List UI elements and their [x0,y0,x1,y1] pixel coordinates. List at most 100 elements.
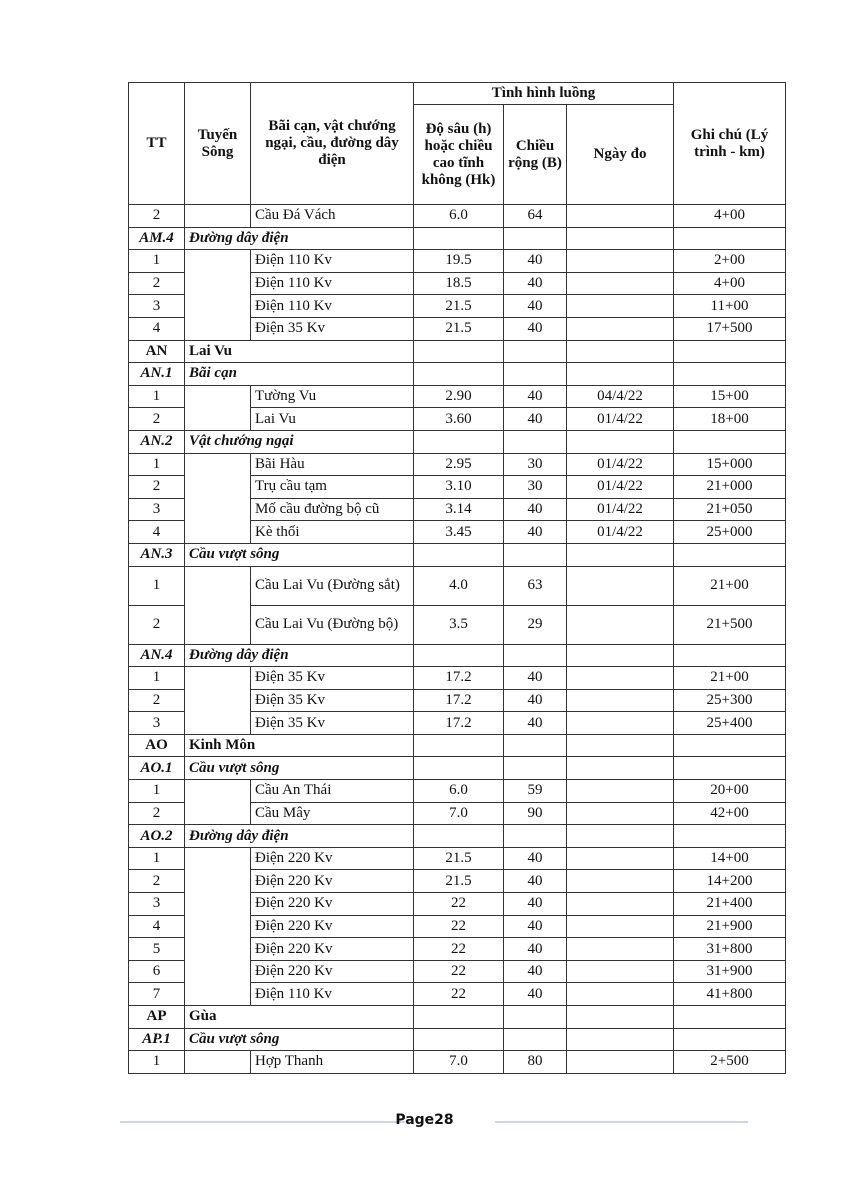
row-width: 40 [503,914,567,939]
table-row: 7 Điện 110 Kv 22 40 41+800 [128,982,786,1006]
empty-width [503,362,567,386]
row-depth: 2.90 [413,384,504,409]
row-km: 21+00 [673,666,786,690]
row-width: 40 [503,711,567,735]
row-tt: 2 [128,407,185,431]
channel-status-table: TT Tuyến Sông Bãi cạn, vật chướng ngại, … [128,82,786,1074]
row-date [566,294,674,318]
section-row: AN.2 Vật chướng ngại [128,429,786,454]
section-code: AO [128,733,185,758]
empty-width [503,429,567,454]
table-row: 2 Lai Vu 3.60 40 01/4/22 18+00 [128,407,786,431]
row-date: 01/4/22 [566,497,674,522]
row-km: 2+500 [673,1050,786,1074]
row-tuyen-song [184,779,251,826]
empty-note [673,1005,786,1029]
row-depth: 17.2 [413,688,504,713]
row-name: Cầu Lai Vu (Đường bộ) [250,604,414,645]
empty-depth [413,824,504,848]
row-km: 21+00 [673,565,786,606]
footer-divider-left [120,1121,405,1123]
row-width: 90 [503,801,567,826]
row-depth: 22 [413,982,504,1006]
section-code: AO.1 [128,756,185,781]
row-name: Điện 110 Kv [250,294,414,318]
row-width: 40 [503,959,567,984]
row-date [566,249,674,273]
row-tuyen-song [184,452,251,544]
row-date: 01/4/22 [566,475,674,499]
row-depth: 18.5 [413,271,504,296]
row-date [566,711,674,735]
row-width: 30 [503,452,567,477]
section-name: Bãi cạn [184,362,414,386]
empty-width [503,643,567,668]
row-km: 18+00 [673,407,786,431]
empty-note [673,362,786,386]
table-row: 2 Cầu Lai Vu (Đường bộ) 3.5 29 21+500 [128,604,786,645]
row-tuyen-song [184,249,251,341]
row-name: Hợp Thanh [250,1050,414,1074]
row-tuyen-song [184,666,251,735]
section-name: Cầu vượt sông [184,542,414,567]
table-row: 3 Điện 110 Kv 21.5 40 11+00 [128,294,786,318]
empty-date [566,1027,674,1052]
row-km: 25+400 [673,711,786,735]
section-row: AN.4 Đường dây điện [128,643,786,668]
section-code: AP.1 [128,1027,185,1052]
row-depth: 21.5 [413,316,504,341]
section-name: Cầu vượt sông [184,1027,414,1052]
row-tt: 1 [128,384,185,409]
empty-width [503,1027,567,1052]
row-width: 40 [503,982,567,1006]
row-depth: 21.5 [413,846,504,871]
empty-depth [413,362,504,386]
row-width: 40 [503,666,567,690]
row-width: 40 [503,869,567,894]
row-km: 15+000 [673,452,786,477]
row-tt: 2 [128,204,185,228]
empty-depth [413,733,504,758]
row-name: Cầu Đá Vách [250,204,414,228]
table-row: 1 Điện 35 Kv 17.2 40 21+00 [128,666,786,735]
empty-width [503,226,567,251]
row-name: Điện 220 Kv [250,869,414,894]
row-km: 21+900 [673,914,786,939]
row-name: Mố cầu đường bộ cũ [250,497,414,522]
row-tuyen-song [184,384,251,431]
row-km: 20+00 [673,779,786,803]
river-row: AP Gùa [128,1005,786,1029]
row-width: 40 [503,688,567,713]
empty-note [673,733,786,758]
row-name: Cầu An Thái [250,779,414,803]
row-date [566,271,674,296]
empty-depth [413,756,504,781]
row-tt: 3 [128,294,185,318]
table-row: 2 Điện 220 Kv 21.5 40 14+200 [128,869,786,894]
row-tt: 7 [128,982,185,1006]
row-name: Bãi Hàu [250,452,414,477]
row-date: 01/4/22 [566,452,674,477]
section-name: Lai Vu [184,339,414,364]
row-date [566,316,674,341]
section-name: Gùa [184,1005,414,1029]
row-depth: 3.60 [413,407,504,431]
row-width: 59 [503,779,567,803]
row-depth: 6.0 [413,204,504,228]
row-date: 01/4/22 [566,520,674,544]
row-tt: 3 [128,892,185,916]
row-depth: 19.5 [413,249,504,273]
empty-note [673,824,786,848]
table-row: 1 Điện 110 Kv 19.5 40 2+00 [128,249,786,341]
section-row: AO.1 Cầu vượt sông [128,756,786,781]
row-depth: 3.5 [413,604,504,645]
header-do-sau: Độ sâu (h) hoặc chiều cao tĩnh không (Hk… [413,104,504,205]
row-tt: 1 [128,666,185,690]
row-depth: 22 [413,892,504,916]
row-name: Điện 220 Kv [250,937,414,961]
row-name: Lai Vu [250,407,414,431]
header-ghi-chu: Ghi chú (Lý trình - km) [673,82,786,205]
row-width: 40 [503,497,567,522]
row-name: Cầu Lai Vu (Đường sắt) [250,565,414,606]
row-depth: 3.10 [413,475,504,499]
